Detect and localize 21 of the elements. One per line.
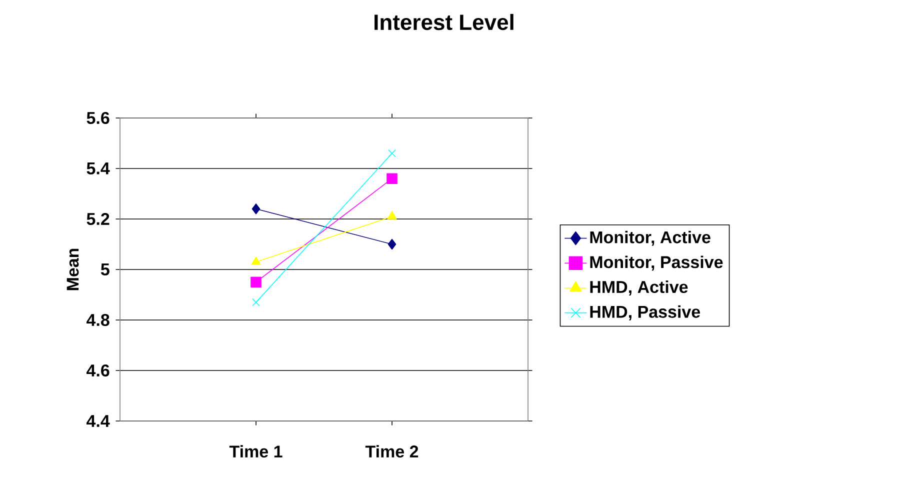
y-tick-label: 5.2 (86, 212, 110, 226)
y-tick-label: 4.8 (86, 314, 110, 326)
point (388, 238, 396, 250)
point (388, 149, 396, 158)
legend-label: Monitor, Passive (590, 256, 723, 271)
y-tick-label: 5 (100, 264, 110, 276)
chart-title: Interest Level (374, 14, 514, 30)
y-axis-title: Mean (66, 248, 79, 290)
y-tick-label: 5.4 (86, 162, 110, 174)
x-tick-label: Time 2 (365, 445, 418, 458)
y-tick-label: 4.6 (86, 364, 110, 377)
y-tick-label: 5.6 (86, 112, 110, 124)
legend-label: Monitor, Active (590, 230, 710, 246)
y-tick-label: 4.4 (86, 415, 110, 427)
point (252, 203, 260, 214)
x-tick-label: Time 1 (229, 445, 282, 458)
point (250, 276, 262, 288)
point (386, 173, 398, 184)
legend-label: HMD, Passive (590, 305, 700, 320)
point (252, 298, 260, 306)
legend-label: HMD, Active (590, 280, 688, 296)
